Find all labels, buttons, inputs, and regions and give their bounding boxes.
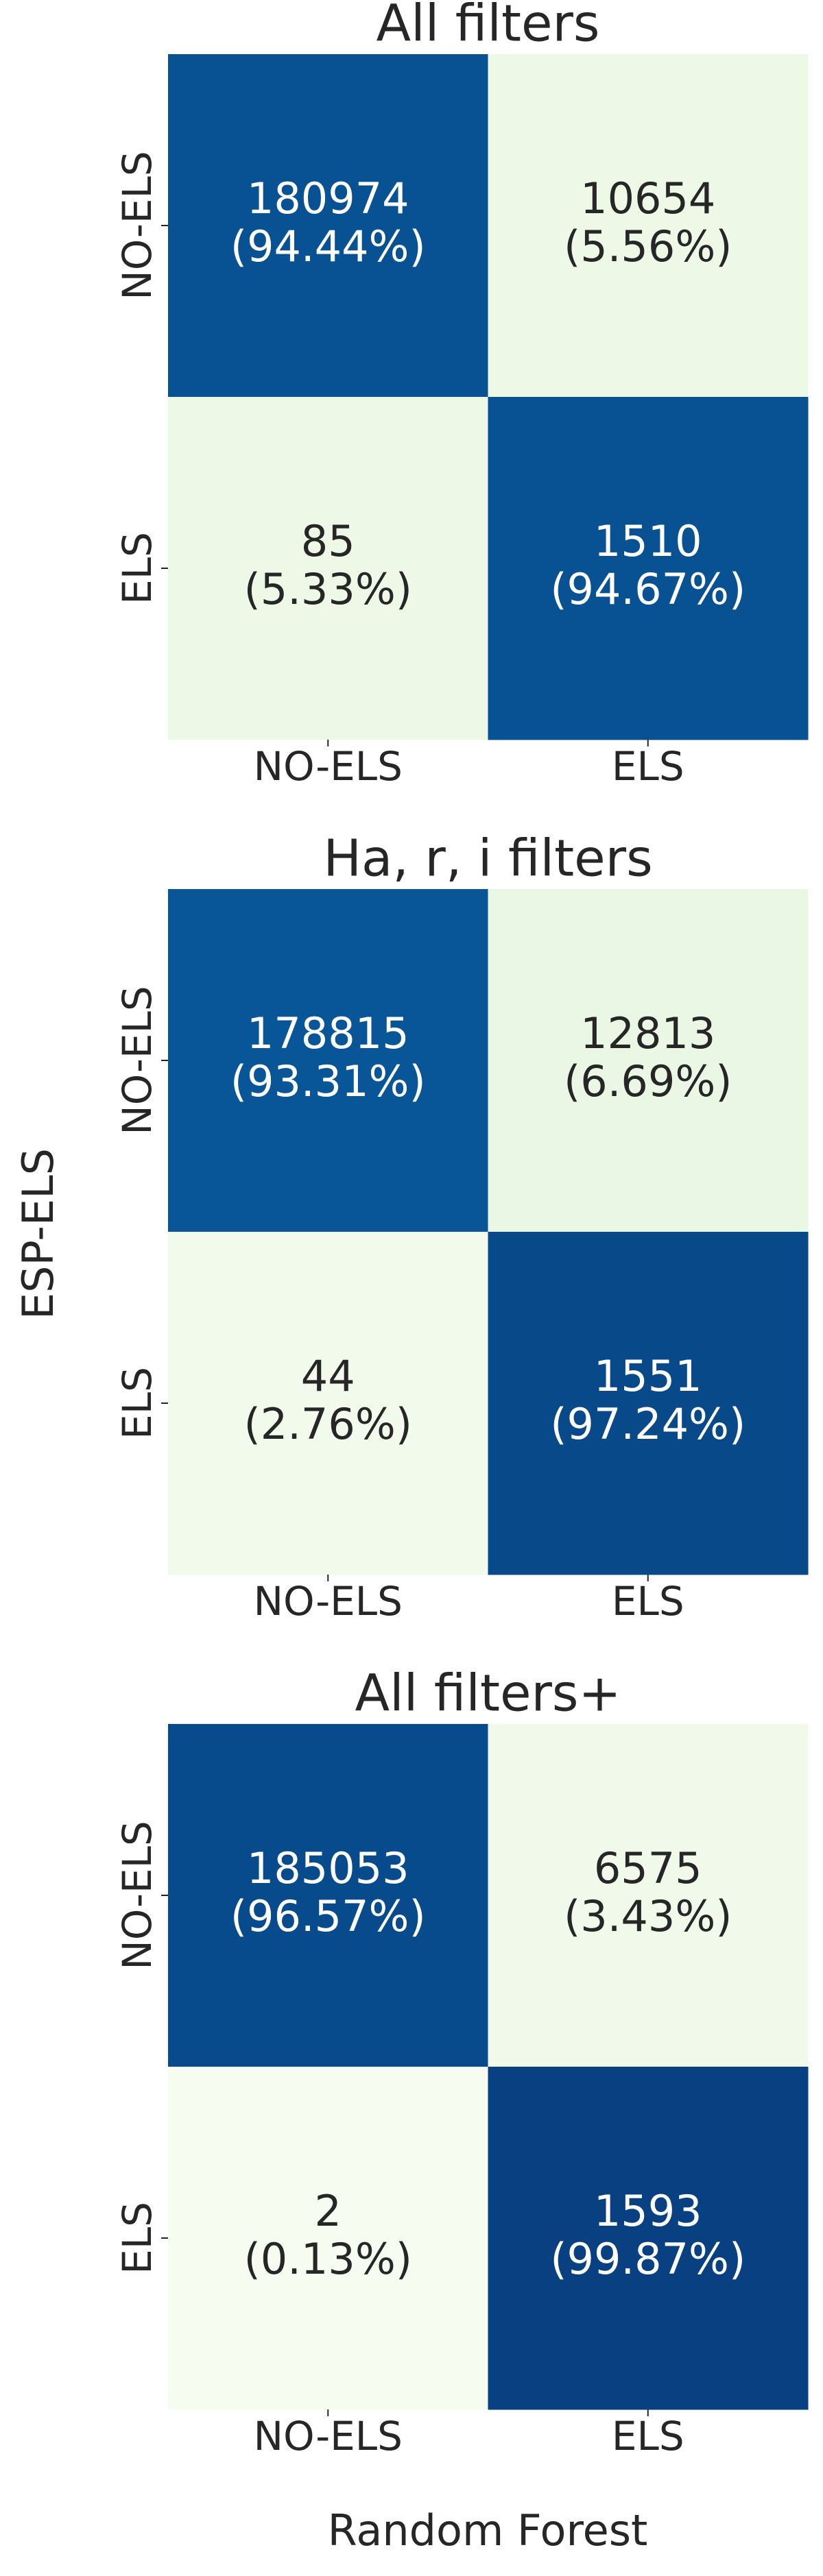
- x-tick-label: ELS: [612, 2413, 684, 2459]
- heatmap-cell: [488, 1232, 809, 1575]
- chart-title: All filters+: [355, 1664, 621, 1723]
- cell-percent: (93.31%): [230, 1056, 426, 1106]
- chart-title: All filters: [377, 0, 600, 53]
- cell-percent: (94.67%): [550, 564, 746, 614]
- cell-count: 44: [301, 1351, 355, 1401]
- cell-count: 178815: [247, 1008, 409, 1058]
- x-tick-label: ELS: [612, 743, 684, 790]
- heatmap-cell: [168, 2067, 488, 2410]
- cell-count: 6575: [594, 1843, 702, 1893]
- heatmap-cell: [168, 1232, 488, 1575]
- heatmap-cell: [488, 54, 809, 398]
- cell-percent: (94.44%): [230, 221, 426, 271]
- heatmap-cell: [168, 397, 488, 740]
- x-tick-label: NO-ELS: [254, 2413, 403, 2459]
- y-tick-label: NO-ELS: [114, 986, 160, 1134]
- cell-percent: (6.69%): [564, 1056, 732, 1106]
- cell-percent: (0.13%): [244, 2234, 412, 2284]
- y-tick-label: ELS: [114, 1367, 160, 1439]
- cell-count: 85: [301, 516, 355, 566]
- heatmap-cell: [488, 2067, 809, 2410]
- cell-percent: (97.24%): [550, 1399, 746, 1449]
- y-tick-label: NO-ELS: [114, 151, 160, 300]
- cell-count: 185053: [247, 1843, 409, 1893]
- heatmap-cell: [168, 1724, 488, 2067]
- x-tick-label: ELS: [612, 1578, 684, 1625]
- cell-percent: (3.43%): [564, 1891, 732, 1941]
- cell-percent: (5.33%): [244, 564, 412, 614]
- heatmap-cell: [168, 54, 488, 398]
- heatmap-cell: [488, 397, 809, 740]
- y-tick-label: NO-ELS: [114, 1821, 160, 1969]
- cell-percent: (96.57%): [230, 1891, 426, 1941]
- x-tick-label: NO-ELS: [254, 1578, 403, 1625]
- heatmap-cell: [488, 889, 809, 1232]
- cell-count: 1593: [594, 2186, 702, 2236]
- cell-count: 1551: [594, 1351, 702, 1401]
- x-tick-label: NO-ELS: [254, 743, 403, 790]
- y-axis-label: ESP-ELS: [13, 1148, 63, 1320]
- cell-percent: (99.87%): [550, 2234, 746, 2284]
- x-axis-label: Random Forest: [328, 2505, 648, 2555]
- cell-percent: (5.56%): [564, 221, 732, 271]
- cell-count: 10654: [580, 173, 715, 223]
- cell-count: 1510: [594, 516, 702, 566]
- heatmap-cell: [168, 889, 488, 1232]
- cell-count: 12813: [580, 1008, 715, 1058]
- cell-count: 180974: [247, 173, 409, 223]
- cell-count: 2: [315, 2186, 342, 2236]
- cell-percent: (2.76%): [244, 1399, 412, 1449]
- y-tick-label: ELS: [114, 2202, 160, 2274]
- y-tick-label: ELS: [114, 532, 160, 605]
- heatmap-cell: [488, 1724, 809, 2067]
- chart-title: Ha, r, i filters: [323, 829, 652, 888]
